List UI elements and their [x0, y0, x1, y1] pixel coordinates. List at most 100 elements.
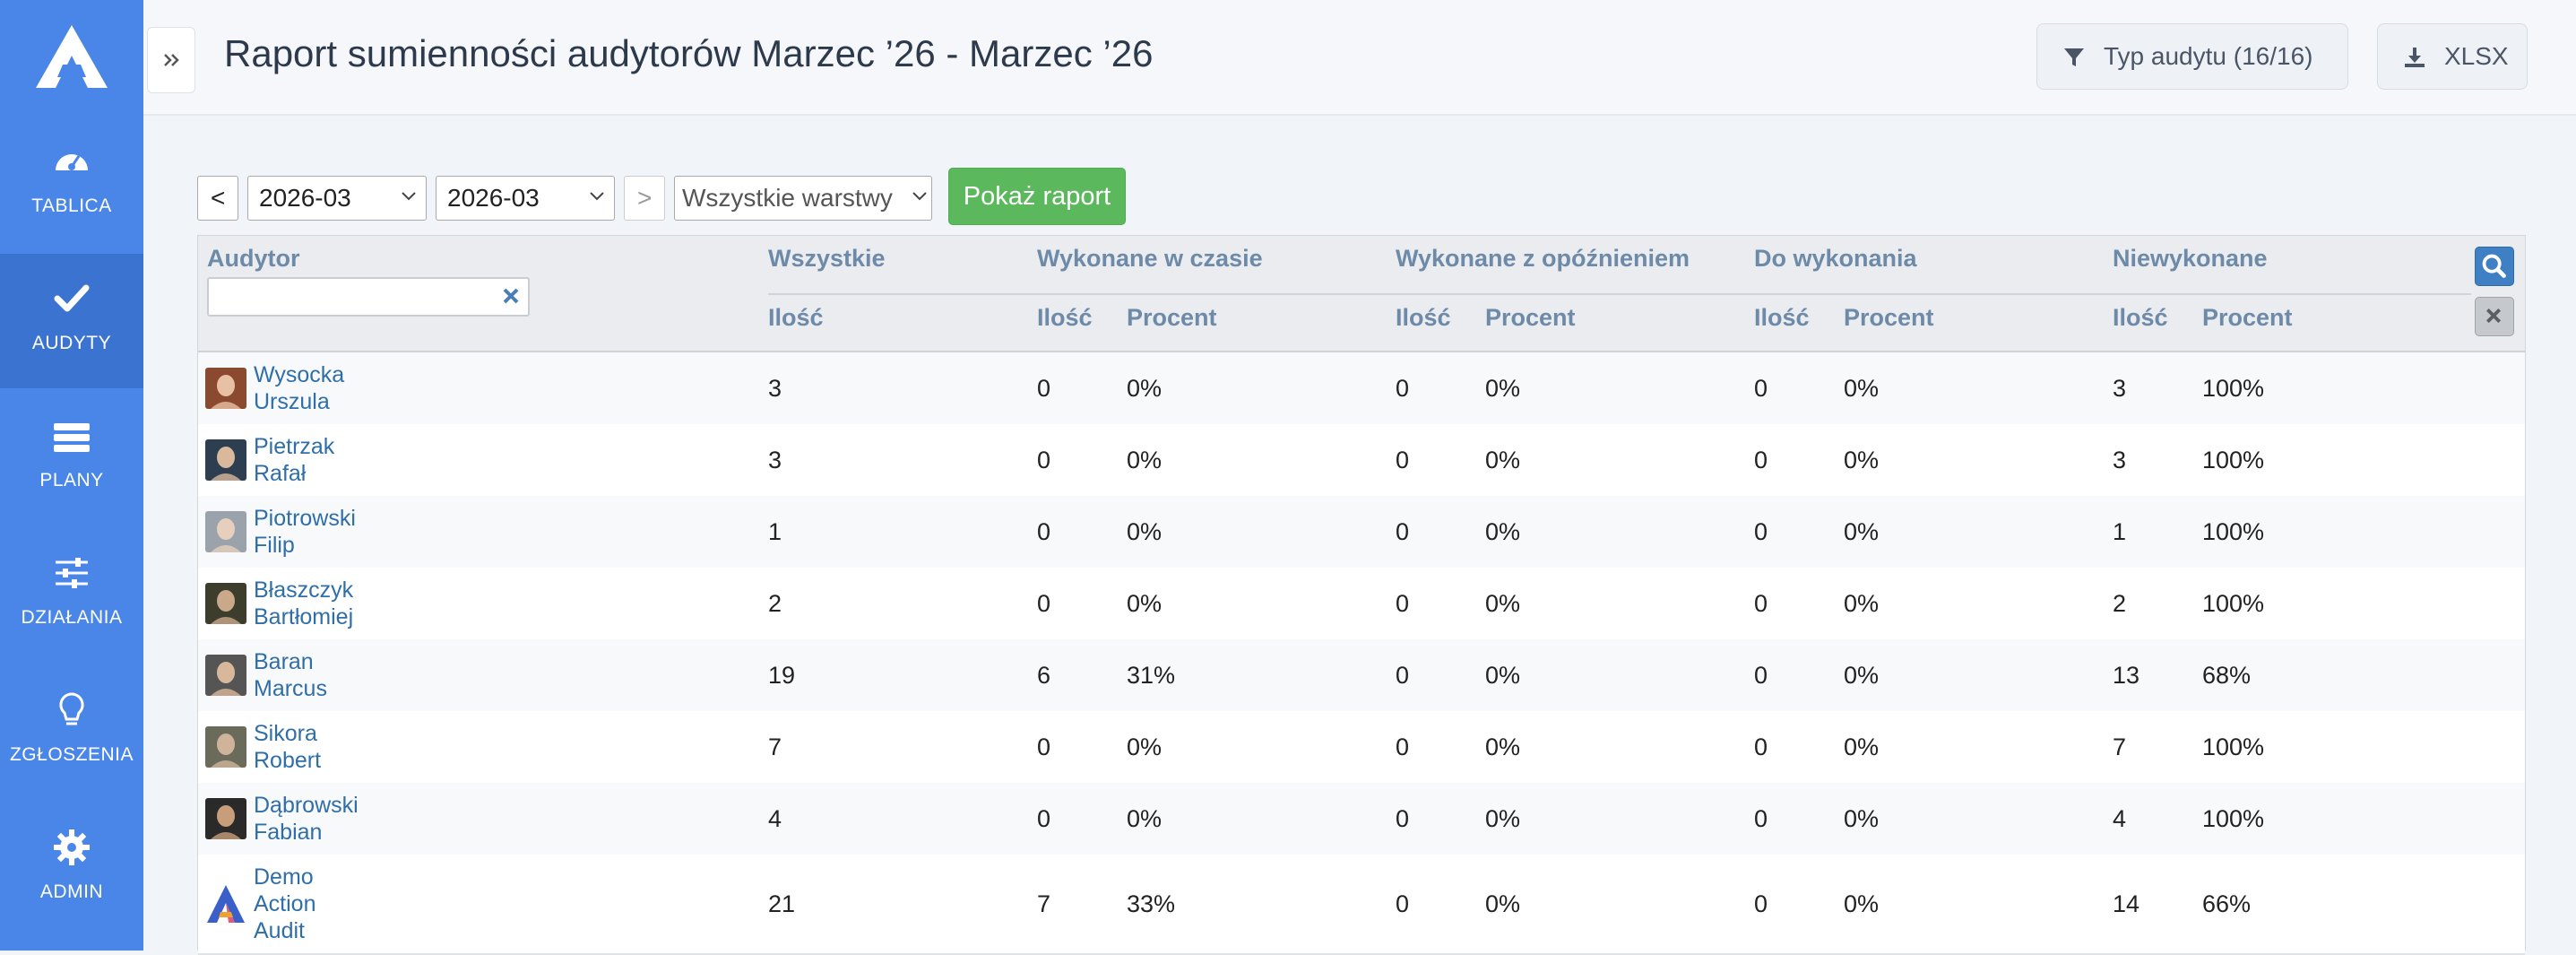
auditor-name-link[interactable]: Piotrowski Filip [254, 505, 356, 559]
auditor-name-link[interactable]: Demo Action Audit [254, 864, 316, 944]
cell-all: 4 [768, 805, 782, 832]
auditor-name-link[interactable]: Pietrzak Rafał [254, 433, 334, 487]
table-row: Demo Action Audit 21 7 33% 0 0% 0 0% 14 66% [198, 855, 2525, 955]
col-header-czas-ilosc[interactable]: Ilość [1037, 304, 1093, 331]
auditor-name-link[interactable]: Wysocka Urszula [254, 361, 344, 415]
search-button[interactable] [2475, 247, 2514, 286]
sidebar-item-label: ADMIN [39, 881, 104, 902]
gear-icon [54, 829, 90, 865]
group-header-niewykonane: Niewykonane [2113, 245, 2268, 272]
auditor-name-link[interactable]: Dąbrowski Fabian [254, 792, 359, 846]
col-header-wszystkie-ilosc[interactable]: Ilość [768, 304, 824, 331]
sidebar: TABLICA AUDYTY PLANY DZIAŁANIA Z [0, 0, 143, 951]
show-report-button[interactable]: Pokaż raport [948, 168, 1126, 225]
col-header-czas-procent[interactable]: Procent [1127, 304, 1217, 331]
audit-type-filter-button[interactable]: Typ audytu (16/16) [2036, 23, 2348, 90]
layers-select[interactable]: Wszystkie warstwy [674, 176, 932, 221]
cell-all: 7 [768, 734, 782, 760]
expand-sidebar-button[interactable] [147, 27, 195, 93]
col-header-do-wykonania-procent[interactable]: Procent [1844, 304, 1934, 331]
auditor-name-part: Rafał [254, 461, 307, 486]
table-row: Wysocka Urszula 3 0 0% 0 0% 0 0% 3 100% [198, 352, 2525, 426]
auditor-column-header[interactable]: Audytor [207, 245, 300, 272]
sidebar-item-label: DZIAŁANIA [21, 607, 123, 628]
cell-todo-pct: 0% [1844, 590, 1880, 617]
cell-ontime: 0 [1037, 734, 1051, 760]
filter-icon [2064, 48, 2084, 66]
cell-all: 3 [768, 447, 782, 473]
sidebar-item-audyty[interactable]: AUDYTY [0, 254, 143, 388]
cell-todo: 0 [1754, 890, 1768, 917]
auditor-name-link[interactable]: Błaszczyk Bartłomiej [254, 577, 353, 630]
cell-todo: 0 [1754, 590, 1768, 617]
sidebar-item-label: TABLICA [31, 195, 112, 216]
cell-notdone: 3 [2113, 447, 2127, 473]
avatar[interactable] [205, 511, 246, 552]
cell-notdone: 3 [2113, 375, 2127, 402]
avatar[interactable] [205, 583, 246, 624]
prev-period-button[interactable]: < [197, 176, 238, 221]
cell-late: 0 [1396, 375, 1410, 402]
col-header-do-wykonania-ilosc[interactable]: Ilość [1754, 304, 1810, 331]
avatar[interactable] [205, 726, 246, 768]
date-to-select[interactable]: 2026-03 [436, 176, 615, 221]
chevron-down-icon [912, 192, 927, 201]
cell-notdone-pct: 100% [2202, 734, 2265, 760]
search-icon [2482, 254, 2506, 278]
auditor-name-link[interactable]: Baran Marcus [254, 648, 327, 702]
sliders-icon [56, 558, 88, 588]
avatar[interactable] [205, 883, 246, 925]
sidebar-item-zgloszenia[interactable]: ZGŁOSZENIA [0, 665, 143, 800]
auditor-name-part: Pietrzak [254, 434, 335, 459]
auditor-name-part: Dąbrowski [254, 793, 359, 818]
cell-all: 19 [768, 662, 796, 689]
cell-ontime: 0 [1037, 590, 1051, 617]
auditor-name-part: Baran [254, 649, 314, 674]
next-period-button[interactable]: > [624, 176, 665, 221]
cell-late: 0 [1396, 734, 1410, 760]
col-header-niewykonane-ilosc[interactable]: Ilość [2113, 304, 2168, 331]
auditor-name-part: Błaszczyk [254, 577, 354, 603]
date-from-value: 2026-03 [259, 184, 351, 212]
table-row: Piotrowski Filip 1 0 0% 0 0% 0 0% 1 100% [198, 496, 2525, 569]
auditor-name-link[interactable]: Sikora Robert [254, 720, 321, 774]
cell-todo-pct: 0% [1844, 734, 1880, 760]
clear-filters-button[interactable] [2475, 297, 2514, 336]
auditor-name-part: Wysocka [254, 362, 345, 387]
app-logo[interactable] [36, 25, 108, 88]
export-xlsx-button[interactable]: XLSX [2377, 23, 2528, 90]
avatar[interactable] [205, 439, 246, 481]
date-from-select[interactable]: 2026-03 [247, 176, 427, 221]
auditor-name-part: Fabian [254, 820, 323, 845]
cell-all: 2 [768, 590, 782, 617]
cell-ontime-pct: 0% [1127, 805, 1163, 832]
col-header-opoznienie-procent[interactable]: Procent [1485, 304, 1576, 331]
sidebar-item-admin[interactable]: ADMIN [0, 803, 143, 937]
lightbulb-icon [59, 692, 84, 725]
cell-ontime: 7 [1037, 890, 1051, 917]
auditor-name-part: Marcus [254, 676, 327, 701]
avatar[interactable] [205, 655, 246, 696]
sidebar-item-dzialania[interactable]: DZIAŁANIA [0, 528, 143, 663]
table-header: Audytor Wszystkie Wykonane w czasie Wyko… [198, 236, 2525, 352]
cell-notdone-pct: 100% [2202, 447, 2265, 473]
clear-search-icon[interactable] [501, 286, 521, 306]
col-header-opoznienie-ilosc[interactable]: Ilość [1396, 304, 1451, 331]
auditor-search-input[interactable] [207, 277, 530, 317]
cell-late-pct: 0% [1485, 662, 1521, 689]
cell-ontime-pct: 0% [1127, 375, 1163, 402]
sidebar-item-label: ZGŁOSZENIA [9, 744, 134, 765]
cell-ontime-pct: 0% [1127, 518, 1163, 545]
cell-late: 0 [1396, 590, 1410, 617]
cell-notdone-pct: 100% [2202, 518, 2265, 545]
cell-todo: 0 [1754, 447, 1768, 473]
cell-todo: 0 [1754, 662, 1768, 689]
sidebar-item-tablica[interactable]: TABLICA [0, 117, 143, 251]
col-header-niewykonane-procent[interactable]: Procent [2202, 304, 2293, 331]
avatar[interactable] [205, 798, 246, 839]
sidebar-item-plany[interactable]: PLANY [0, 391, 143, 525]
avatar[interactable] [205, 368, 246, 409]
check-icon [54, 284, 90, 312]
auditor-name-part: Robert [254, 748, 322, 773]
cell-notdone: 14 [2113, 890, 2140, 917]
